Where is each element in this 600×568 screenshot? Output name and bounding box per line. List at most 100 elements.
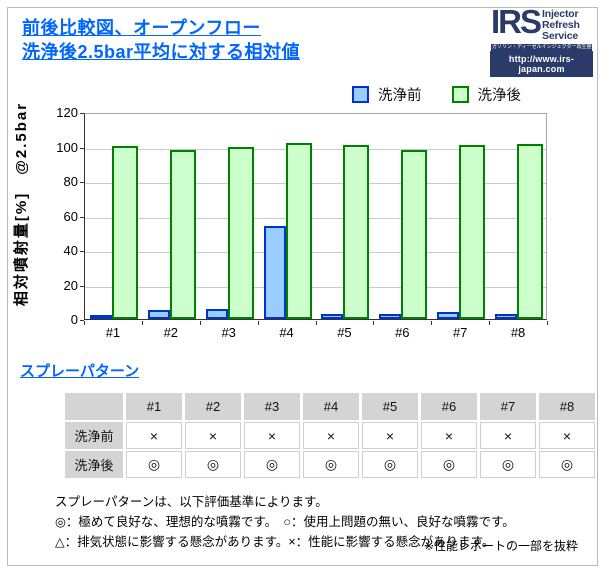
- irs-logo-tagline: ガソリン・ディーゼルインジェクター再生整備サービス: [491, 43, 592, 51]
- irs-logo-name-line: Service: [542, 29, 578, 42]
- bar-洗浄後-#1: [111, 146, 138, 319]
- irs-logo-name: Injector Refresh Service: [542, 8, 580, 42]
- table-column-header: #4: [303, 393, 359, 420]
- spray-pattern-section: スプレーパターン #1 #2 #3 #4 #5 #6 #7 #8 洗浄前 × × × × × × × × 洗浄後 ◎…: [0, 348, 600, 480]
- spray-pattern-table: #1 #2 #3 #4 #5 #6 #7 #8 洗浄前 × × × × × × × × 洗浄後 ◎ ◎ ◎ ◎ ◎ ◎ ◎ ◎: [62, 391, 598, 480]
- table-row: 洗浄後 ◎ ◎ ◎ ◎ ◎ ◎ ◎ ◎: [65, 451, 595, 478]
- y-tick-mark: [80, 147, 84, 149]
- bar-洗浄前-#6: [379, 314, 402, 319]
- gridline: [85, 252, 546, 253]
- y-tick-mark: [80, 251, 84, 252]
- gridline: [85, 217, 546, 219]
- chart-legend: 洗浄前 洗浄後: [352, 84, 521, 105]
- evaluation-notes: スプレーパターンは、以下評価基準によります。 ◎：極めて良好な、理想的な噴霧です…: [55, 492, 600, 552]
- table-cell: ×: [480, 422, 536, 449]
- bar-洗浄前-#8: [495, 314, 518, 319]
- table-column-header: #7: [480, 393, 536, 420]
- table-cell: ◎: [126, 451, 182, 478]
- legend-label: 洗浄後: [477, 88, 522, 104]
- x-tick-mark: [257, 321, 259, 325]
- note-line: △：排気状態に影響する懸念があります。×：性能に影響する懸念があります。: [55, 535, 495, 549]
- table-cell: ◎: [421, 451, 477, 478]
- bar-洗浄後-#3: [227, 147, 254, 319]
- table-cell: ◎: [539, 451, 595, 478]
- bar-洗浄前-#5: [321, 314, 344, 319]
- x-category-label: #8: [510, 325, 526, 340]
- bar-洗浄後-#7: [459, 145, 486, 319]
- y-tick-label: 120: [56, 105, 78, 120]
- bar-洗浄前-#7: [437, 312, 460, 319]
- irs-logo-url: http://www.irs-japan.com: [490, 50, 593, 77]
- table-column-header: #6: [421, 393, 477, 420]
- irs-logo-name-line: Refresh: [542, 18, 580, 31]
- bar-洗浄前-#3: [205, 309, 228, 319]
- legend-swatch-icon: [451, 86, 469, 103]
- bar-洗浄後-#4: [285, 143, 312, 319]
- y-tick-mark: [80, 182, 84, 183]
- table-cell: ×: [539, 422, 595, 449]
- gridline: [85, 148, 546, 150]
- x-category-label: #2: [163, 325, 179, 340]
- excerpt-note: ※性能レポートの一部を抜粋: [423, 539, 578, 553]
- table-cell: ×: [244, 422, 300, 449]
- table-cell: ×: [185, 422, 241, 449]
- title-line-2[interactable]: 洗浄後2.5bar平均に対する相対値: [22, 42, 301, 63]
- y-tick-label: 100: [56, 139, 78, 155]
- bar-洗浄前-#2: [147, 310, 170, 319]
- x-category-label: #7: [452, 325, 468, 340]
- plot-area: [84, 113, 547, 320]
- header: 前後比較図、オープンフロー 洗浄後2.5bar平均に対する相対値 IRS Inj…: [0, 0, 600, 80]
- table-cell: ◎: [362, 451, 418, 478]
- y-tick-label: 80: [63, 174, 78, 189]
- irs-logo: IRS Injector Refresh Service ガソリン・ディーゼルイ…: [490, 3, 593, 77]
- table-cell: ◎: [480, 451, 536, 478]
- legend-item: 洗浄前: [352, 84, 422, 105]
- table-cell: ×: [303, 422, 359, 449]
- x-tick-mark: [489, 321, 491, 325]
- page-title: 前後比較図、オープンフロー 洗浄後2.5bar平均に対する相対値: [22, 16, 300, 65]
- bar-洗浄後-#5: [343, 145, 370, 319]
- bar-洗浄後-#2: [169, 150, 196, 319]
- x-tick-mark: [373, 321, 375, 325]
- gridline: [85, 286, 546, 288]
- x-tick-mark: [315, 321, 317, 325]
- table-row-header: 洗浄後: [65, 451, 123, 478]
- x-tick-mark: [547, 321, 548, 325]
- table-row-header: 洗浄前: [65, 422, 123, 449]
- x-category-label: #6: [395, 325, 410, 340]
- x-category-label: #1: [105, 325, 121, 340]
- table-cell: ◎: [303, 451, 359, 478]
- bar-洗浄後-#6: [401, 150, 428, 319]
- irs-logo-top: IRS Injector Refresh Service: [491, 3, 592, 42]
- table-corner-cell: [65, 393, 123, 420]
- y-tick-label: 0: [70, 312, 78, 327]
- legend-item: 洗浄後: [451, 84, 522, 105]
- x-tick-mark: [84, 321, 85, 325]
- table-column-header: #5: [362, 393, 418, 420]
- table-cell: ◎: [185, 451, 241, 478]
- legend-swatch-icon: [352, 86, 369, 103]
- spray-pattern-heading[interactable]: スプレーパターン: [20, 363, 140, 380]
- x-tick-mark: [199, 321, 201, 325]
- table-column-header: #8: [539, 393, 595, 420]
- y-tick-label: 40: [63, 243, 78, 258]
- bar-洗浄前-#4: [263, 226, 286, 319]
- y-tick-mark: [80, 216, 84, 218]
- table-column-header: #1: [126, 393, 182, 420]
- table-cell: ×: [421, 422, 477, 449]
- x-category-label: #3: [221, 325, 236, 340]
- irs-logo-name-line: Injector: [542, 8, 579, 20]
- title-line-1[interactable]: 前後比較図、オープンフロー: [22, 18, 261, 38]
- irs-logo-acronym: IRS: [491, 3, 542, 40]
- note-line: スプレーパターンは、以下評価基準によります。: [55, 495, 328, 509]
- y-tick-mark: [80, 285, 84, 287]
- y-tick-mark: [80, 320, 84, 321]
- legend-label: 洗浄前: [378, 88, 422, 104]
- table-cell: ◎: [244, 451, 300, 478]
- note-line: ◎：極めて良好な、理想的な噴霧です。 ○：使用上問題の無い、良好な噴霧です。: [55, 515, 515, 529]
- bar-chart: 洗浄前 洗浄後 相対噴射量[%] @2.5bar 0 20 40 60 80 100 120 #…: [0, 80, 600, 348]
- y-tick-mark: [80, 113, 84, 114]
- table-row: 洗浄前 × × × × × × × ×: [65, 422, 595, 449]
- table-cell: ×: [362, 422, 418, 449]
